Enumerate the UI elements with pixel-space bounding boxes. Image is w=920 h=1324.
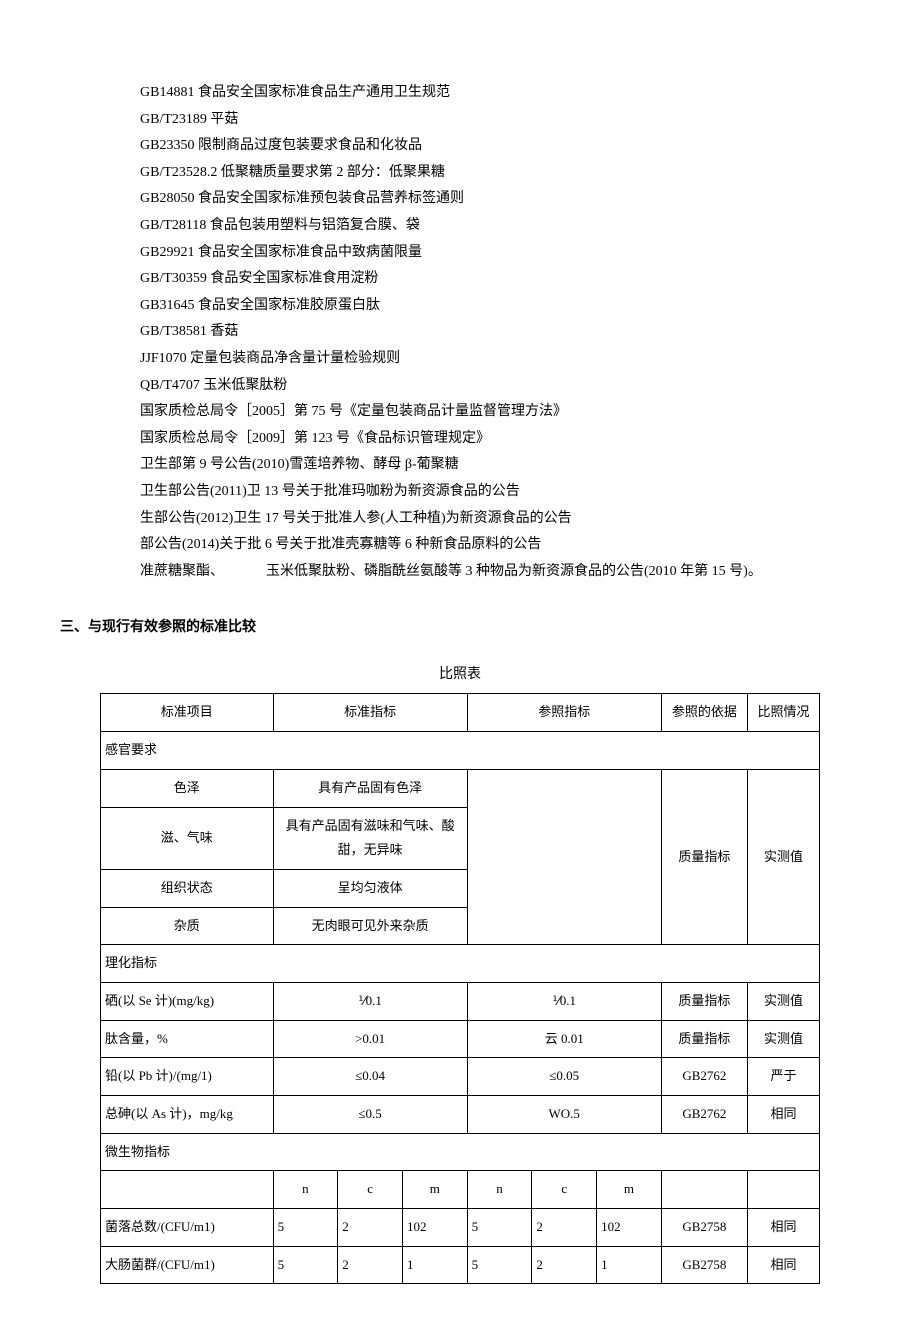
table-row: 菌落总数/(CFU/m1)5210252102GB2758相同 <box>101 1209 820 1247</box>
reference-item: 部公告(2014)关于批 6 号关于批准壳寡糖等 6 种新食品原料的公告 <box>140 532 820 559</box>
reference-item: GB/T23189 平菇 <box>140 107 820 134</box>
reference-item: GB31645 食品安全国家标准胶原蛋白肽 <box>140 293 820 320</box>
table-row: 硒(以 Se 计)(mg/kg)⅟0.1⅟0.1质量指标实测值 <box>101 982 820 1020</box>
table-title: 比照表 <box>100 662 820 689</box>
section-heading: 三、与现行有效参照的标准比较 <box>60 615 820 642</box>
reference-item: GB23350 限制商品过度包装要求食品和化妆品 <box>140 133 820 160</box>
table-body: 标准项目标准指标参照指标参照的依据比照情况感官要求色泽具有产品固有色泽质量指标实… <box>101 694 820 1284</box>
reference-item: 准蔗糖聚酯、 玉米低聚肽粉、磷脂酰丝氨酸等 3 种物品为新资源食品的公告(201… <box>140 559 820 586</box>
table-row: 大肠菌群/(CFU/m1)521521GB2758相同 <box>101 1246 820 1284</box>
table-row: 微生物指标 <box>101 1133 820 1171</box>
reference-item: GB14881 食品安全国家标准食品生产通用卫生规范 <box>140 80 820 107</box>
comparison-table: 标准项目标准指标参照指标参照的依据比照情况感官要求色泽具有产品固有色泽质量指标实… <box>100 693 820 1284</box>
reference-item: 卫生部第 9 号公告(2010)雪莲培养物、酵母 β-葡聚糖 <box>140 452 820 479</box>
reference-item: GB28050 食品安全国家标准预包装食品营养标签通则 <box>140 186 820 213</box>
reference-item: QB/T4707 玉米低聚肽粉 <box>140 373 820 400</box>
table-row: 总砷(以 As 计)，mg/kg≤0.5WO.5GB2762相同 <box>101 1096 820 1134</box>
reference-item: 卫生部公告(2011)卫 13 号关于批准玛咖粉为新资源食品的公告 <box>140 479 820 506</box>
reference-item: GB/T23528.2 低聚糖质量要求第 2 部分：低聚果糖 <box>140 160 820 187</box>
reference-list: GB14881 食品安全国家标准食品生产通用卫生规范GB/T23189 平菇GB… <box>140 80 820 585</box>
reference-item: GB/T38581 香菇 <box>140 319 820 346</box>
reference-item: GB29921 食品安全国家标准食品中致病菌限量 <box>140 240 820 267</box>
reference-item: GB/T28118 食品包装用塑料与铝箔复合膜、袋 <box>140 213 820 240</box>
table-row: 理化指标 <box>101 945 820 983</box>
table-row: 色泽具有产品固有色泽质量指标实测值 <box>101 769 820 807</box>
reference-item: 生部公告(2012)卫生 17 号关于批准人参(人工种植)为新资源食品的公告 <box>140 506 820 533</box>
reference-item: JJF1070 定量包装商品净含量计量检验规则 <box>140 346 820 373</box>
table-row: 肽含量，%>0.01云 0.01质量指标实测值 <box>101 1020 820 1058</box>
reference-item: 国家质检总局令［2005］第 75 号《定量包装商品计量监督管理方法》 <box>140 399 820 426</box>
table-row: 铅(以 Pb 计)/(mg/1)≤0.04≤0.05GB2762严于 <box>101 1058 820 1096</box>
reference-item: GB/T30359 食品安全国家标准食用淀粉 <box>140 266 820 293</box>
table-row: 感官要求 <box>101 732 820 770</box>
reference-item: 国家质检总局令［2009］第 123 号《食品标识管理规定》 <box>140 426 820 453</box>
table-row: ncmncm <box>101 1171 820 1209</box>
table-row: 标准项目标准指标参照指标参照的依据比照情况 <box>101 694 820 732</box>
